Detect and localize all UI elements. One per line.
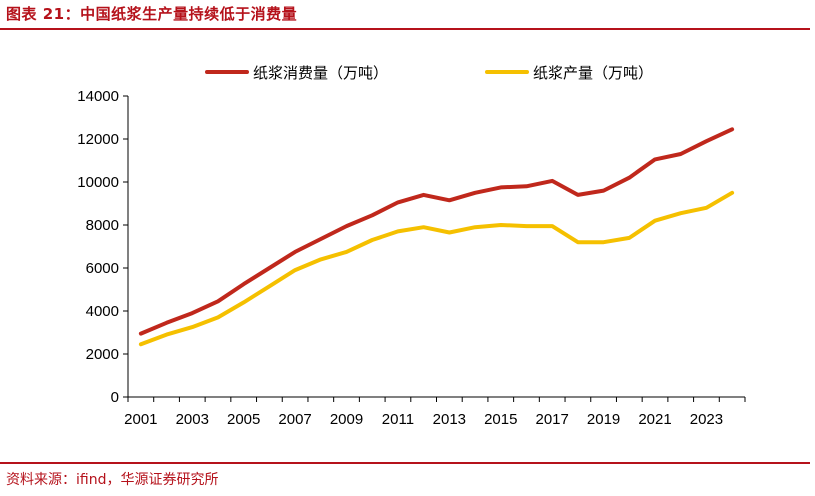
chart-ticks: 0 2000 4000 6000 8000 10000 12000 14000 2001 2003…: [77, 88, 746, 428]
y-tick-label: 0: [111, 389, 119, 406]
title-divider: [0, 28, 810, 30]
y-tick-label: 10000: [77, 174, 119, 191]
x-tick-label: 2009: [330, 411, 363, 428]
figure-source: 资料来源：ifind，华源证券研究所: [6, 472, 219, 488]
legend-label-1: 纸浆消费量（万吨）: [253, 64, 388, 82]
x-tick-label: 2021: [638, 411, 671, 428]
x-tick-label: 2005: [227, 411, 260, 428]
legend-label-2: 纸浆产量（万吨）: [533, 64, 653, 82]
y-tick-label: 6000: [86, 260, 119, 277]
chart-legend: 纸浆消费量（万吨） 纸浆产量（万吨）: [205, 64, 653, 82]
y-tick-label: 12000: [77, 131, 119, 148]
x-tick-label: 2017: [536, 411, 569, 428]
chart-axes: [127, 96, 745, 398]
x-tick-label: 2007: [278, 411, 311, 428]
figure-title: 图表 21：中国纸浆生产量持续低于消费量: [6, 5, 298, 23]
series-line-1: [138, 127, 735, 336]
y-tick-label: 8000: [86, 217, 119, 234]
x-tick-label: 2013: [433, 411, 466, 428]
x-tick-label: 2003: [176, 411, 209, 428]
source-divider: [0, 462, 810, 464]
x-tick-label: 2023: [690, 411, 723, 428]
y-tick-label: 2000: [86, 346, 119, 363]
x-tick-label: 2011: [382, 411, 414, 428]
y-tick-label: 4000: [86, 303, 119, 320]
x-tick-label: 2019: [587, 411, 620, 428]
y-tick-label: 14000: [77, 88, 119, 105]
x-tick-label: 2015: [484, 411, 517, 428]
x-tick-label: 2001: [124, 411, 157, 428]
chart-series-lines: [138, 127, 735, 347]
series-line-2: [138, 190, 735, 347]
